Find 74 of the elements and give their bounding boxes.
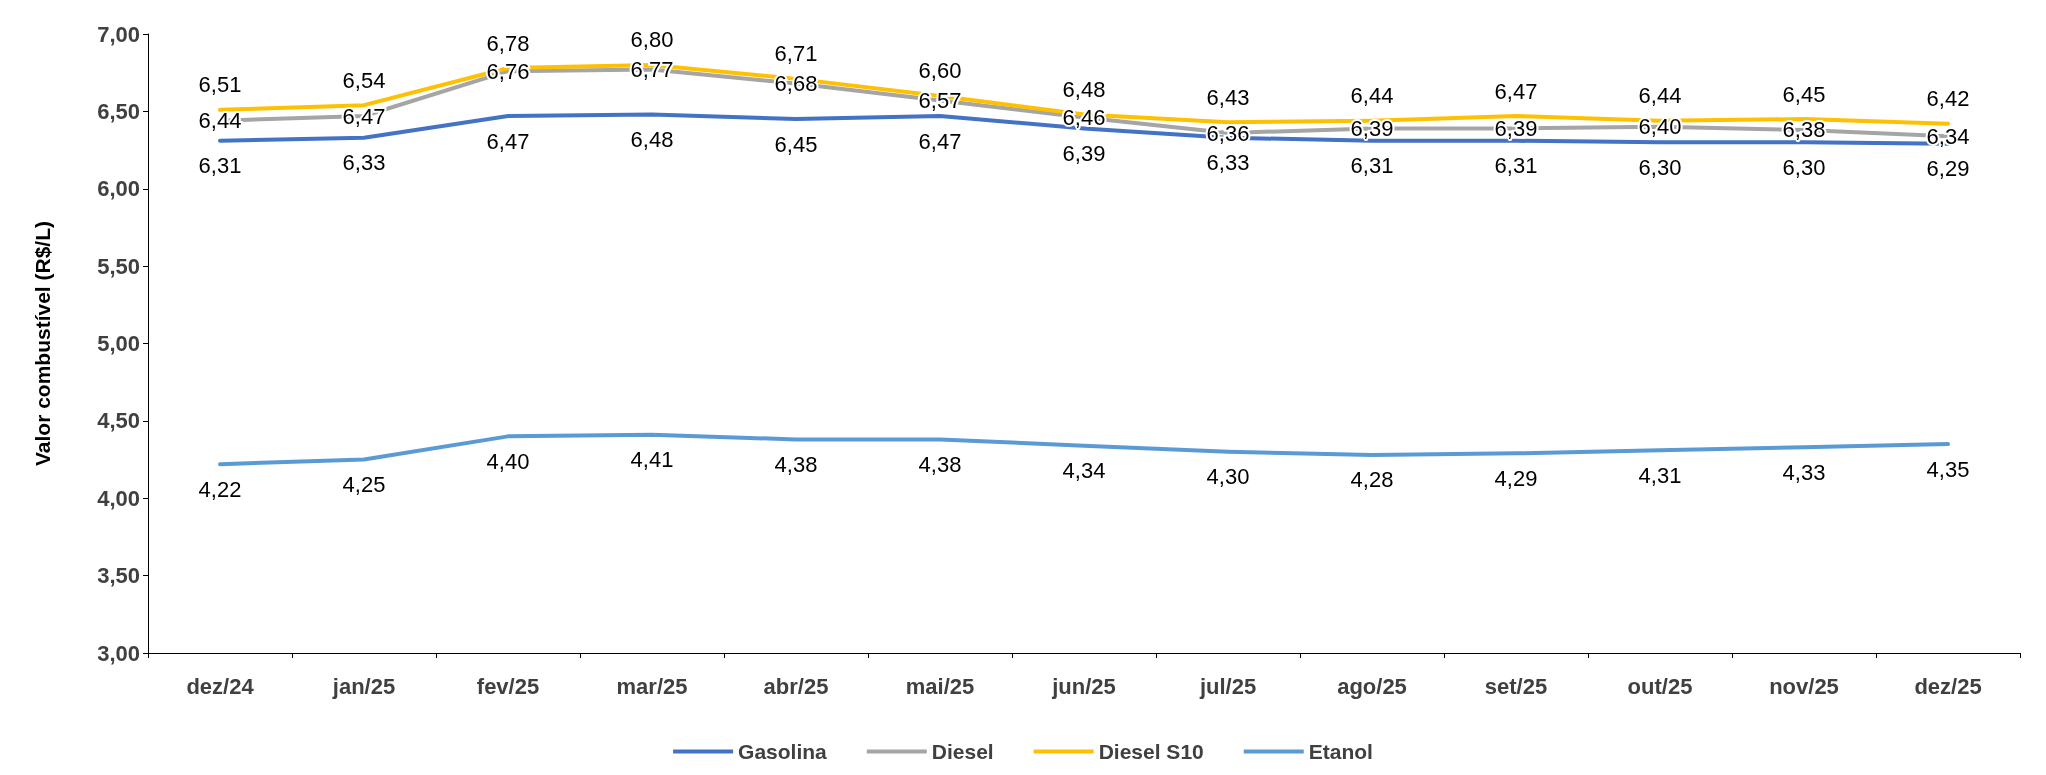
data-label: 4,28 [1350,467,1394,493]
y-tick-label: 6,50 [97,98,140,124]
y-tick-label: 5,00 [97,331,140,356]
data-label: 6,48 [630,126,674,152]
data-label: 4,33 [1782,459,1826,485]
y-tick-label: 3,00 [97,640,140,666]
x-tick-label: ago/25 [1337,673,1407,699]
data-label: 6,47 [342,103,386,129]
data-label: 4,38 [774,451,818,477]
data-label: 4,30 [1206,464,1250,490]
data-label: 6,29 [1926,156,1970,182]
data-label: 6,51 [198,72,242,98]
data-label: 6,31 [1350,153,1394,179]
data-label: 4,29 [1494,465,1538,491]
x-tick-label: mar/25 [616,673,688,699]
legend-label: Diesel [931,740,994,763]
data-label: 4,31 [1638,462,1682,488]
x-tick-label: nov/25 [1769,673,1839,699]
x-tick-label: mai/25 [905,673,975,699]
x-tick-label: out/25 [1627,673,1693,699]
y-tick-label: 7,00 [97,21,140,47]
data-label: 6,54 [342,67,386,93]
data-label: 4,38 [918,451,962,477]
data-label: 6,71 [774,41,818,67]
data-label: 6,44 [1638,83,1682,109]
data-label: 6,47 [918,128,962,154]
y-tick-label: 3,50 [97,563,140,589]
data-label: 6,44 [198,108,242,134]
y-tick-label: 5,50 [97,253,140,279]
y-tick-label: 4,50 [97,408,140,434]
data-label: 6,43 [1206,84,1250,110]
data-label: 6,33 [342,150,386,176]
data-label: 6,30 [1782,154,1826,180]
data-label: 4,34 [1062,458,1106,484]
data-label: 6,31 [1494,153,1538,179]
data-label: 4,25 [342,472,386,498]
data-label: 6,45 [774,131,818,157]
x-tick-label: abr/25 [763,673,829,699]
legend-label: Diesel S10 [1098,740,1204,763]
data-label: 6,42 [1926,86,1970,112]
y-tick-label: 4,00 [97,485,140,511]
data-label: 6,33 [1206,150,1250,176]
data-label: 6,60 [918,58,962,84]
data-label: 6,40 [1638,114,1682,140]
data-label: 6,31 [198,153,242,179]
x-tick-label: set/25 [1484,673,1548,699]
x-tick-label: dez/25 [1914,673,1982,699]
x-tick-label: jul/25 [1198,673,1257,699]
data-label: 6,48 [1062,76,1106,102]
data-label: 6,80 [630,27,674,53]
data-label: 6,39 [1350,115,1394,141]
x-tick-label: jun/25 [1051,673,1116,699]
data-label: 6,38 [1782,117,1826,143]
data-label: 6,44 [1350,83,1394,109]
data-label: 6,47 [486,128,530,154]
data-label: 6,78 [486,30,530,56]
legend-label: Gasolina [738,740,828,763]
data-label: 4,40 [486,448,530,474]
data-label: 6,39 [1062,140,1106,166]
legend-label: Etanol [1308,740,1373,763]
x-tick-label: jan/25 [331,673,396,699]
data-label: 4,22 [198,476,242,502]
data-label: 4,35 [1926,456,1970,482]
data-label: 6,36 [1206,120,1250,146]
y-axis-title: Valor combustível (R$/L) [31,220,54,467]
data-label: 6,47 [1494,78,1538,104]
y-tick-label: 6,00 [97,176,140,202]
x-tick-label: fev/25 [476,673,540,699]
data-label: 4,41 [630,447,674,473]
data-label: 6,45 [1782,81,1826,107]
x-tick-label: dez/24 [186,673,255,699]
data-label: 6,30 [1638,154,1682,180]
data-label: 6,34 [1926,123,1970,149]
data-label: 6,39 [1494,115,1538,141]
